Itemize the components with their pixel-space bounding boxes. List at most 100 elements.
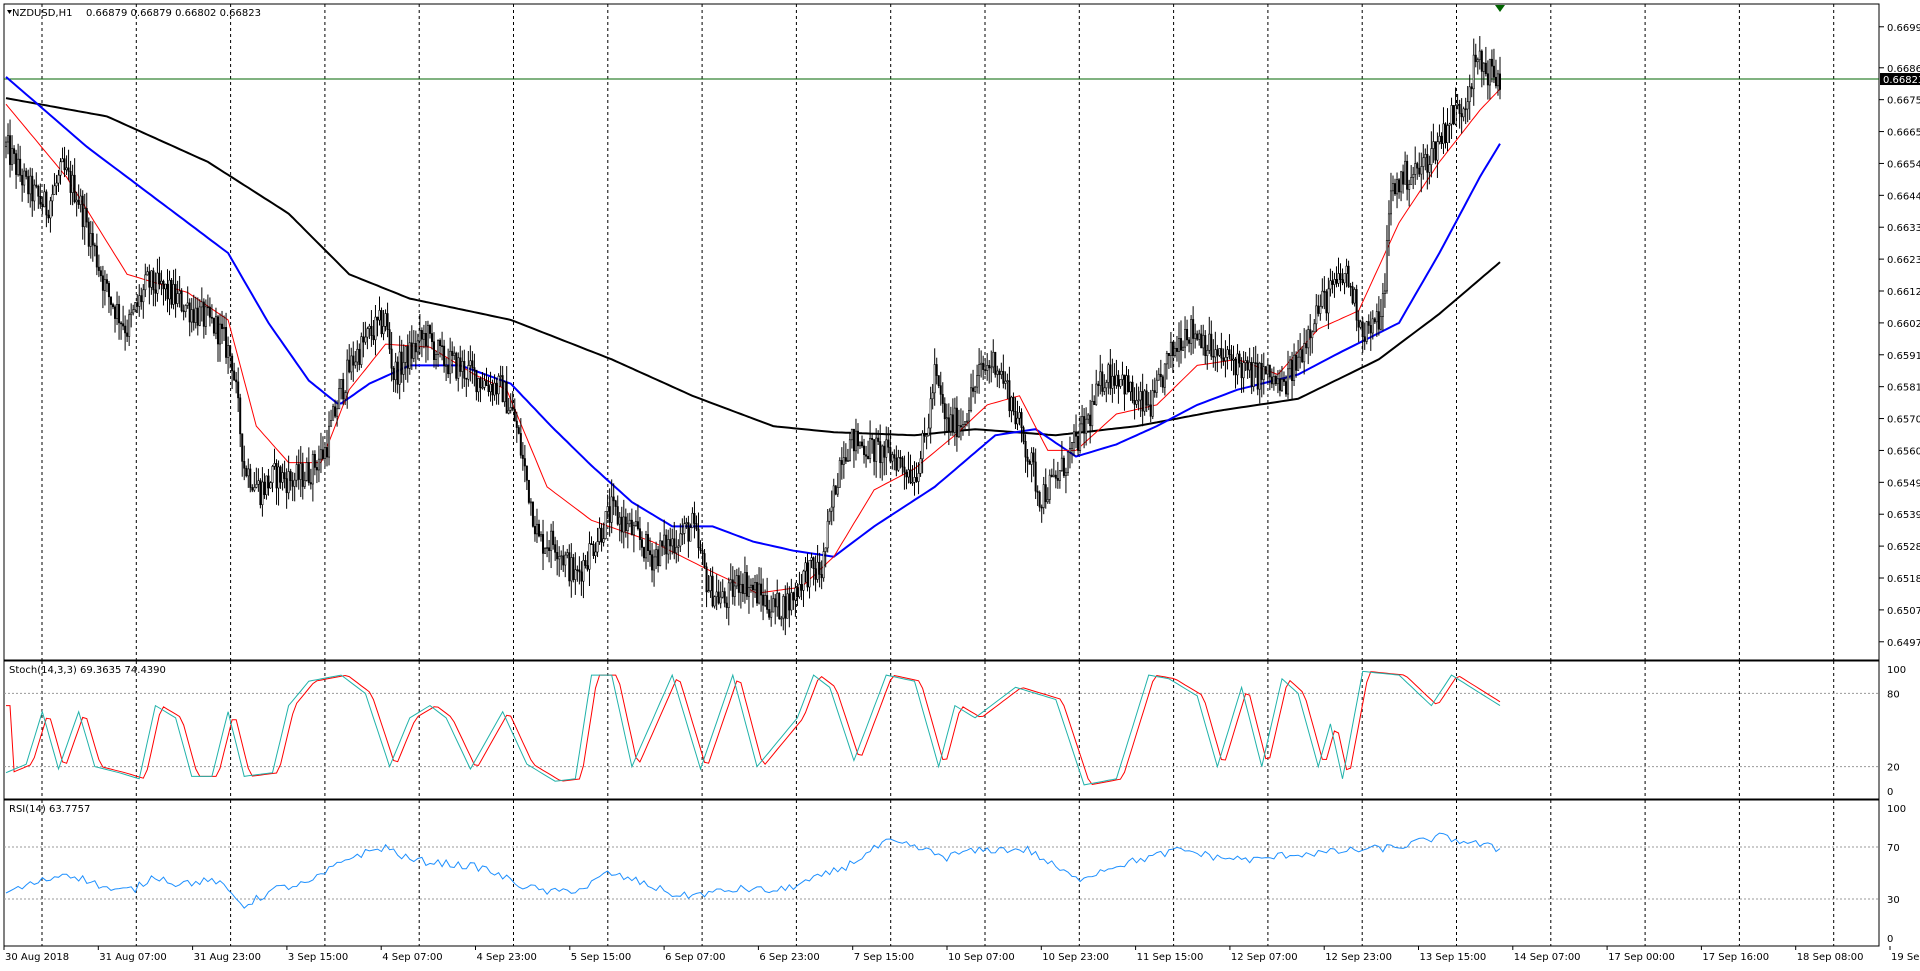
candle-body — [1177, 338, 1180, 352]
candle-body — [279, 466, 282, 483]
candle-body — [1256, 362, 1259, 390]
candle-body — [55, 182, 58, 187]
candle-body — [124, 325, 127, 334]
candle-body — [883, 445, 886, 458]
candle-body — [630, 519, 633, 535]
candle-body — [75, 199, 78, 203]
candle-body — [764, 595, 767, 606]
candle-body — [1347, 265, 1350, 287]
candle-body — [158, 272, 161, 285]
candle-body — [445, 365, 448, 367]
candle-body — [1389, 190, 1392, 215]
candle-body — [869, 437, 872, 459]
time-tick-label: 31 Aug 07:00 — [99, 952, 166, 963]
candle-body — [1087, 414, 1090, 420]
candle-body — [43, 191, 46, 208]
candle-body — [1014, 410, 1017, 425]
candle-body — [1444, 123, 1447, 143]
rsi-panel: 100 70 30 0 RSI(14) 63.7757 — [3, 799, 1906, 947]
candle-body — [170, 279, 173, 305]
candle-body — [439, 340, 442, 347]
candle-body — [836, 487, 839, 495]
candle-body — [471, 360, 474, 368]
candle-body — [1200, 333, 1203, 349]
candle-body — [968, 410, 971, 422]
candle-body — [1077, 435, 1080, 451]
candle-body — [21, 174, 24, 186]
candle-body — [362, 336, 365, 343]
candle-body — [701, 550, 704, 554]
candle-body — [576, 569, 579, 572]
candle-body — [239, 397, 242, 435]
candle-body — [647, 534, 650, 551]
candle-body — [1109, 364, 1112, 389]
candle-body — [1010, 396, 1013, 412]
candle-body — [1186, 329, 1189, 341]
candle-body — [727, 582, 730, 608]
candle-body — [1289, 359, 1292, 370]
candle-body — [695, 523, 698, 530]
candle-body — [398, 351, 401, 385]
dropdown-triangle-icon[interactable] — [7, 10, 12, 14]
candle-body — [192, 309, 195, 323]
candle-body — [1062, 457, 1065, 476]
candle-body — [1385, 240, 1388, 292]
price-tick-label: 0.65705 — [1887, 415, 1920, 426]
candle-body — [344, 392, 347, 400]
candle-body — [1194, 333, 1197, 339]
candle-body — [558, 556, 561, 560]
candle-body — [812, 557, 815, 569]
candle-body — [120, 322, 123, 325]
candle-body — [959, 425, 962, 428]
candle-body — [293, 479, 296, 487]
candle-body — [148, 271, 151, 288]
candle-body — [1355, 289, 1358, 321]
stoch-axis-label: 20 — [1887, 763, 1900, 774]
candle-body — [935, 364, 938, 376]
candle-body — [225, 327, 228, 358]
candle-body — [326, 447, 329, 458]
candle-body — [653, 556, 656, 571]
candle-body — [594, 551, 597, 556]
candle-body — [1143, 390, 1146, 412]
candle-body — [699, 547, 702, 551]
price-tick-label: 0.65075 — [1887, 606, 1920, 617]
candle-body — [37, 186, 40, 197]
candle-body — [1319, 306, 1322, 314]
candle-body — [685, 522, 688, 525]
candle-body — [138, 295, 141, 307]
candle-body — [642, 547, 645, 559]
candle-body — [114, 306, 117, 319]
candle-body — [348, 359, 351, 373]
candle-body — [1303, 343, 1306, 363]
candle-body — [669, 539, 672, 547]
candle-body — [762, 594, 765, 606]
candle-body — [986, 365, 989, 371]
candle-body — [73, 174, 76, 203]
candle-body — [208, 306, 211, 318]
candle-body — [628, 519, 631, 525]
candle-body — [255, 484, 258, 488]
candle-body — [1400, 171, 1403, 193]
candle-body — [358, 348, 361, 365]
candle-body — [1127, 375, 1130, 393]
candle-body — [1030, 452, 1033, 465]
candle-body — [485, 380, 488, 386]
candle-body — [818, 561, 821, 575]
candle-body — [1266, 364, 1269, 375]
candle-body — [1070, 442, 1073, 449]
candle-body — [1297, 356, 1300, 371]
candle-body — [929, 398, 932, 429]
candle-body — [533, 526, 536, 535]
candle-body — [1426, 153, 1429, 173]
candle-body — [289, 471, 292, 481]
candle-body — [1478, 50, 1481, 60]
candle-body — [132, 309, 135, 314]
candle-body — [725, 602, 728, 608]
candle-body — [338, 388, 341, 410]
candle-body — [907, 469, 910, 478]
candle-body — [879, 441, 882, 464]
candle-body — [323, 447, 326, 459]
price-tick-label: 0.65285 — [1887, 542, 1920, 553]
